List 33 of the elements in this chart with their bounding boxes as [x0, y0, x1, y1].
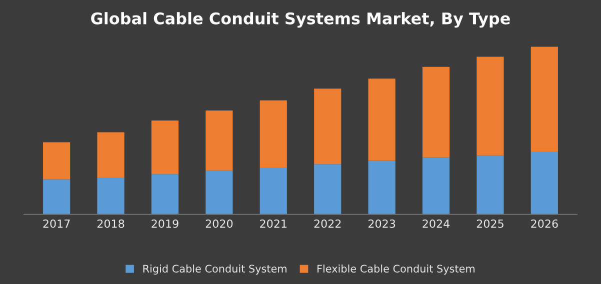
bar — [43, 142, 70, 180]
bar — [368, 78, 396, 161]
bar — [530, 152, 558, 214]
bar — [476, 56, 504, 156]
bar — [314, 164, 342, 214]
bar — [260, 167, 287, 214]
bar — [422, 157, 450, 214]
bar — [151, 120, 179, 174]
x-tick-label: 2018 — [97, 219, 124, 228]
bar — [97, 132, 124, 178]
x-tick-label: 2023 — [368, 219, 396, 228]
x-tick-label: 2026 — [531, 219, 558, 228]
bar — [97, 178, 124, 214]
bar — [206, 170, 233, 214]
bar — [368, 160, 396, 214]
chart-title: Global Cable Conduit Systems Market, By Type — [91, 12, 510, 28]
legend-label: Rigid Cable Conduit System — [143, 264, 286, 275]
x-tick-label: 2019 — [152, 219, 178, 228]
bar — [206, 110, 233, 171]
bar — [314, 88, 342, 164]
x-tick-label: 2022 — [314, 219, 341, 228]
legend-label: Flexible Cable Conduit System — [318, 264, 474, 275]
x-tick-label: 2017 — [43, 219, 70, 228]
x-tick-label: 2025 — [476, 219, 504, 228]
bar — [476, 156, 504, 214]
x-tick-label: 2020 — [206, 219, 233, 228]
x-tick-label: 2021 — [260, 219, 287, 228]
bar — [43, 179, 70, 214]
x-tick-label: 2024 — [422, 219, 450, 228]
bar — [260, 100, 287, 168]
bar — [151, 174, 179, 214]
bar — [530, 46, 558, 152]
bar — [422, 66, 450, 158]
